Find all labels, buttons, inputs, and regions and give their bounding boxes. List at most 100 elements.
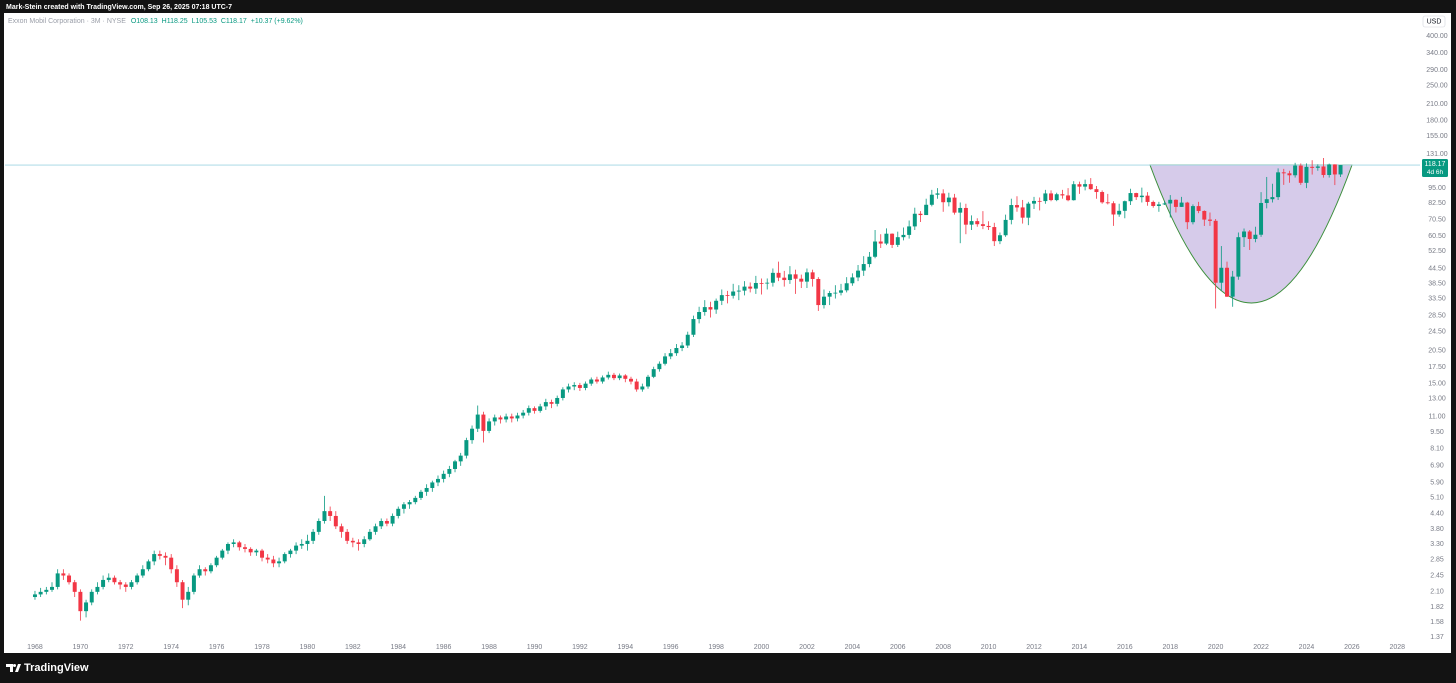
candle-body bbox=[975, 221, 980, 225]
y-tick-label: 2.10 bbox=[1430, 589, 1444, 596]
brand: TradingView bbox=[24, 662, 89, 674]
candle-body bbox=[67, 575, 72, 583]
candle-body bbox=[356, 542, 361, 544]
candle-body bbox=[390, 515, 395, 524]
candle-body bbox=[174, 569, 179, 583]
candle-body bbox=[1026, 203, 1031, 218]
candle-body bbox=[1247, 231, 1252, 239]
candle-body bbox=[708, 307, 713, 310]
candle-body bbox=[1156, 204, 1161, 206]
candle-body bbox=[969, 221, 974, 225]
candle-body bbox=[50, 586, 54, 590]
y-tick-label: 44.50 bbox=[1428, 265, 1446, 272]
candle-body bbox=[1083, 184, 1088, 187]
candle-body bbox=[1168, 199, 1173, 204]
candle-body bbox=[634, 381, 639, 390]
candle-body bbox=[997, 235, 1002, 242]
candle-body bbox=[719, 295, 724, 301]
candle-body bbox=[254, 550, 259, 553]
y-tick-label: 5.90 bbox=[1430, 479, 1444, 486]
candle-body bbox=[980, 224, 985, 226]
y-tick-label: 6.90 bbox=[1430, 463, 1444, 470]
candle-body bbox=[753, 282, 758, 289]
candle-body bbox=[685, 334, 690, 346]
legend-low: L105.53 bbox=[192, 18, 217, 25]
y-tick-label: 3.30 bbox=[1430, 541, 1444, 548]
candle-body bbox=[333, 515, 338, 527]
candle-body bbox=[1242, 231, 1247, 238]
y-tick-label: 4.40 bbox=[1430, 510, 1444, 517]
candle-body bbox=[640, 386, 645, 390]
candle-body bbox=[799, 278, 804, 282]
candle-body bbox=[407, 502, 412, 505]
candle-body bbox=[1276, 172, 1281, 198]
candle-body bbox=[549, 402, 554, 404]
candle-body bbox=[339, 526, 344, 532]
candle-body bbox=[566, 386, 571, 390]
y-tick-label: 60.50 bbox=[1428, 233, 1446, 240]
candle-body bbox=[776, 272, 781, 278]
x-tick-label: 2028 bbox=[1390, 644, 1406, 651]
candle-body bbox=[782, 277, 787, 281]
candle-body bbox=[1151, 201, 1156, 206]
candle-body bbox=[1111, 203, 1116, 215]
candle-body bbox=[623, 375, 628, 379]
candle-body bbox=[1145, 195, 1150, 202]
candle-body bbox=[1253, 234, 1258, 239]
candle-body bbox=[169, 557, 174, 570]
candle-body bbox=[702, 307, 707, 313]
candle-body bbox=[396, 508, 401, 516]
candle-body bbox=[1060, 194, 1065, 196]
candle-body bbox=[1009, 205, 1014, 220]
x-tick-label: 2012 bbox=[1026, 644, 1042, 651]
y-tick-label: 17.50 bbox=[1428, 364, 1446, 371]
candle-body bbox=[208, 565, 213, 572]
candle-body bbox=[918, 213, 923, 216]
x-tick-label: 2024 bbox=[1299, 644, 1315, 651]
y-tick-label: 290.00 bbox=[1426, 67, 1448, 74]
x-tick-label: 1980 bbox=[300, 644, 316, 651]
y-tick-label: 1.58 bbox=[1430, 619, 1444, 626]
candle-body bbox=[907, 226, 912, 235]
candle-body bbox=[487, 421, 492, 431]
candle-body bbox=[697, 312, 702, 320]
currency-box[interactable] bbox=[1422, 15, 1446, 28]
candle-body bbox=[521, 412, 526, 416]
candle-body bbox=[1230, 276, 1235, 297]
y-tick-label: 33.50 bbox=[1428, 295, 1446, 302]
x-tick-label: 1976 bbox=[209, 644, 225, 651]
y-tick-label: 11.00 bbox=[1429, 413, 1446, 420]
candle-body bbox=[475, 414, 480, 429]
legend-open: O108.13 bbox=[131, 18, 158, 25]
x-tick-label: 2026 bbox=[1344, 644, 1360, 651]
candle-body bbox=[935, 193, 940, 195]
candle-body bbox=[804, 272, 809, 282]
candle-body bbox=[1100, 192, 1105, 203]
candle-body bbox=[583, 383, 588, 388]
candle-body bbox=[515, 415, 520, 419]
y-tick-label: 13.00 bbox=[1428, 396, 1446, 403]
candle-body bbox=[248, 548, 253, 553]
currency[interactable]: USD bbox=[1427, 18, 1442, 25]
candle-body bbox=[38, 591, 43, 595]
candle-body bbox=[1196, 206, 1201, 211]
y-tick-label: 180.00 bbox=[1426, 117, 1448, 124]
y-tick-label: 1.37 bbox=[1430, 634, 1444, 641]
y-tick-label: 400.00 bbox=[1426, 33, 1448, 40]
candle-body bbox=[384, 520, 389, 524]
candle-body bbox=[78, 591, 83, 612]
candle-body bbox=[1139, 195, 1144, 198]
candle-body bbox=[55, 573, 60, 587]
candle-body bbox=[101, 579, 106, 587]
candle-body bbox=[1270, 197, 1275, 200]
candle-body bbox=[856, 270, 861, 278]
candle-body bbox=[1327, 164, 1332, 175]
candle-body bbox=[401, 504, 406, 509]
candle-body bbox=[163, 555, 168, 558]
candle-body bbox=[413, 497, 418, 503]
candle-body bbox=[952, 197, 957, 213]
candle-body bbox=[1122, 201, 1127, 211]
candle-body bbox=[186, 591, 191, 600]
candle-body bbox=[481, 414, 486, 431]
candle-body bbox=[95, 586, 100, 592]
